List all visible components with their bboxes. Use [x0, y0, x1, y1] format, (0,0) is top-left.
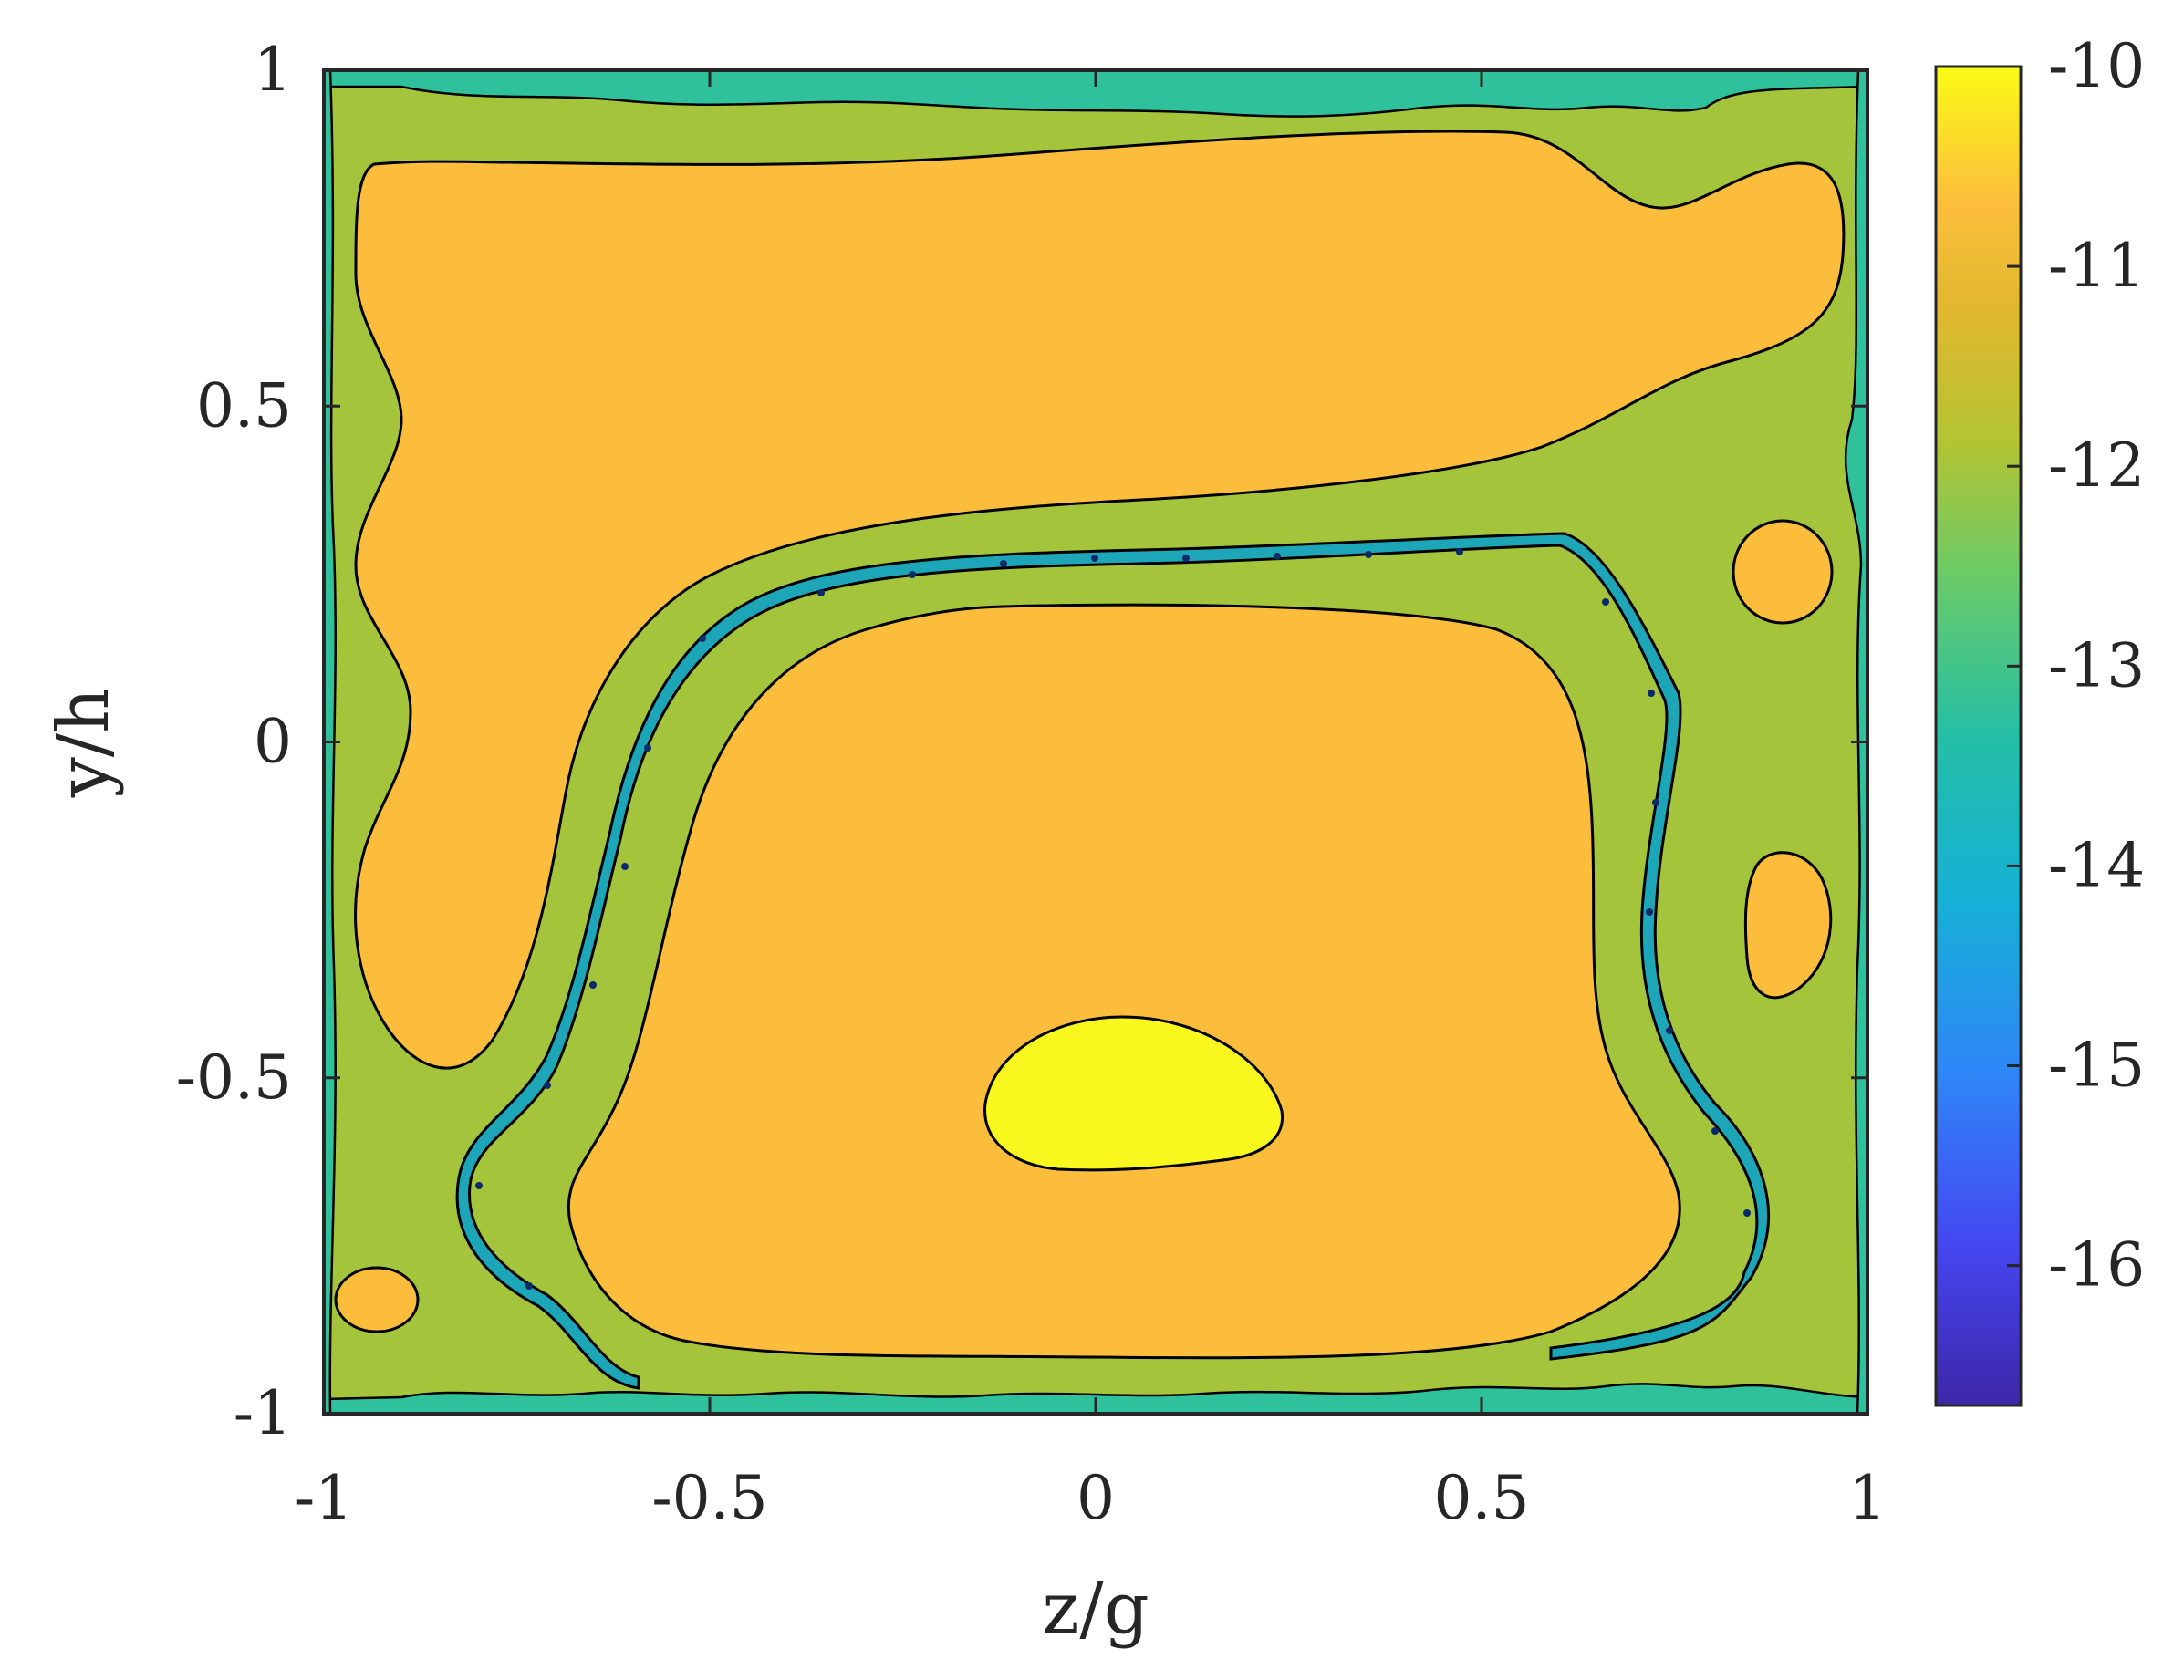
y-tick-label: 1: [254, 35, 292, 105]
right-blob-upper: [1732, 519, 1834, 625]
left-bottom-blob: [334, 1266, 420, 1333]
x-tick-label: 0.5: [1434, 1463, 1530, 1533]
colorbar-ticks: [2007, 65, 2021, 1268]
y-tick-label: 0.5: [196, 370, 292, 441]
x-tick-label: -0.5: [651, 1463, 767, 1533]
y-tick-label: -0.5: [176, 1042, 292, 1113]
y-tick-label: 0: [254, 707, 292, 777]
channel-speckles: [475, 548, 1751, 1290]
colorbar-tick-label: -12: [2048, 430, 2145, 501]
colorbar-tick-label: -14: [2048, 830, 2145, 900]
x-tick-label: 0: [1076, 1463, 1115, 1533]
peak-region: [983, 1015, 1284, 1172]
x-tick-marks: [322, 70, 1869, 1414]
y-tick-marks: [324, 68, 1867, 1416]
colorbar-tick-label: -15: [2048, 1031, 2145, 1101]
y-axis-label: y/h: [43, 688, 125, 799]
colorbar-tick-label: -13: [2048, 630, 2145, 700]
colorbar-tick-label: -16: [2048, 1230, 2145, 1301]
right-blob-lower: [1743, 851, 1833, 1000]
x-axis-label: z/g: [1042, 1568, 1149, 1650]
colorbar: [1934, 65, 2023, 1407]
y-tick-labels: -1 -0.5 0 0.5 1: [176, 35, 292, 1448]
x-tick-label: 1: [1848, 1463, 1887, 1533]
x-tick-label: -1: [295, 1463, 353, 1533]
colorbar-tick-labels: -10 -11 -12 -13 -14 -15 -16: [2048, 31, 2145, 1301]
y-tick-label: -1: [234, 1378, 292, 1448]
channel-band: [455, 532, 1771, 1390]
lower-core-region: [567, 603, 1681, 1360]
colorbar-tick-label: -11: [2048, 231, 2145, 301]
plot-area: [324, 70, 1867, 1414]
colorbar-tick-label: -10: [2048, 31, 2145, 101]
x-tick-labels: -1 -0.5 0 0.5 1: [295, 1463, 1887, 1533]
upper-core-region: [354, 130, 1846, 1070]
